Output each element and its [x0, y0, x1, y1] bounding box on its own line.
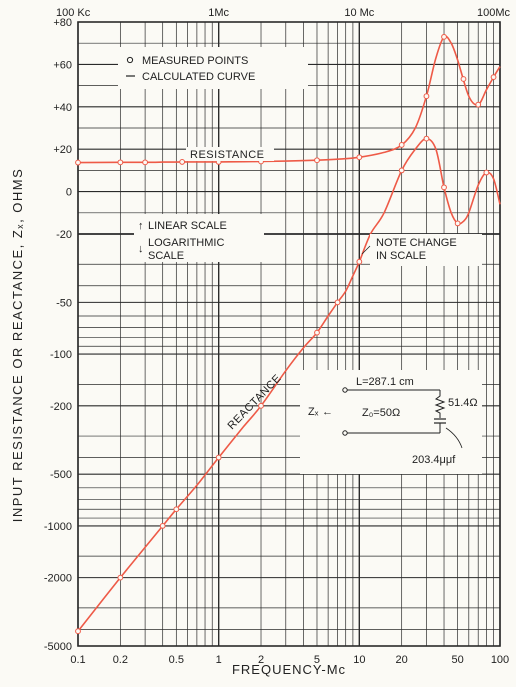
y-tick-label: -1000 — [44, 521, 72, 533]
legend-calculated-label: CALCULATED CURVE — [142, 71, 255, 83]
circuit-arrow-icon: ← — [322, 406, 333, 418]
resistance-point — [460, 76, 467, 82]
y-tick-label: -500 — [50, 469, 72, 481]
x-tick-label: 0.2 — [113, 654, 128, 666]
x-tick-label: 100 — [491, 654, 509, 666]
x-top-tick-label: 1Mc — [208, 7, 229, 19]
y-axis: +80 +60 +40 +20 0 -20 -50 -100 -200 -500 -1000 -200… — [44, 17, 72, 653]
circuit-zx-label: Zₓ — [308, 406, 319, 418]
circuit-capacitor-label: 203.4μμf — [412, 454, 456, 466]
y-tick-label: -200 — [50, 401, 72, 413]
y-tick-label: 0 — [66, 187, 72, 199]
x-top-tick-label: 100Mc — [477, 7, 511, 19]
inset-circuit: L=287.1 cm Zₓ ← Z₀=50Ω 51.4Ω 203.4μμf — [300, 370, 482, 474]
reactance-point — [314, 329, 320, 336]
note-label-1: NOTE CHANGE — [376, 237, 457, 249]
reactance-point — [423, 135, 430, 142]
resistance-point — [398, 142, 405, 148]
reactance-label: REACTANCE — [226, 372, 284, 432]
resistance-point — [117, 159, 124, 166]
resistance-point — [142, 159, 149, 166]
reactance-point — [75, 628, 81, 635]
x-tick-label: 10 — [353, 654, 365, 666]
reactance-point — [398, 167, 405, 174]
reactance-point — [334, 299, 341, 306]
circuit-z0-label: Z₀=50Ω — [362, 407, 400, 419]
y-tick-label: -50 — [56, 297, 72, 309]
x-tick-label: 0.1 — [70, 654, 85, 666]
reactance-point — [441, 184, 447, 191]
y-tick-label: -100 — [50, 349, 72, 361]
reactance-point — [117, 574, 124, 581]
resistor-icon — [434, 390, 446, 418]
resistance-point — [441, 33, 447, 40]
resistance-label: RESISTANCE — [190, 149, 264, 161]
up-arrow-icon: ↑ — [138, 220, 144, 232]
x-tick-label: 5 — [314, 654, 320, 666]
scale-note: ↑ LINEAR SCALE ↓ LOGARITHMIC SCALE — [134, 214, 264, 262]
linear-scale-label: LINEAR SCALE — [148, 220, 227, 232]
resistance-point — [423, 93, 430, 100]
reactance-point — [173, 506, 180, 513]
legend: MEASURED POINTS CALCULATED CURVE — [118, 47, 308, 89]
reactance-point — [159, 523, 166, 529]
y-tick-label: -5000 — [44, 641, 72, 653]
legend-measured-label: MEASURED POINTS — [142, 55, 248, 67]
y-tick-label: +20 — [53, 144, 72, 156]
resistance-point — [356, 154, 363, 161]
curves — [77, 35, 501, 632]
x-tick-label: 2 — [258, 654, 264, 666]
resistance-point — [475, 101, 482, 108]
y-axis-title: INPUT RESISTANCE OR REACTANCE, Zₓ, OHMS — [10, 168, 25, 523]
x-tick-label: 0.5 — [169, 654, 184, 666]
x-top-tick-label: 10 Mc — [344, 7, 374, 19]
x-axis-title: FREQUENCY-Mc — [232, 662, 346, 677]
x-axis: 0.1 0.2 0.5 1 2 5 10 20 50 100 100 Kc 1Mc 10 Mc 100Mc — [56, 7, 510, 666]
resistance-point — [179, 159, 186, 165]
x-tick-label: 50 — [452, 654, 464, 666]
y-tick-label: -20 — [56, 229, 72, 241]
down-arrow-icon: ↓ — [138, 243, 144, 255]
resistance-point — [314, 157, 320, 164]
y-tick-label: +40 — [53, 102, 72, 114]
log-scale-label-2: SCALE — [148, 250, 184, 262]
y-tick-label: +80 — [53, 17, 72, 29]
note-annotation: NOTE CHANGE IN SCALE — [361, 234, 482, 266]
reactance-point — [356, 258, 363, 265]
x-tick-label: 20 — [396, 654, 408, 666]
circuit-length-label: L=287.1 cm — [356, 376, 414, 388]
resistance-point — [75, 159, 81, 166]
reactance-point — [454, 220, 461, 227]
reactance-point — [258, 402, 264, 409]
grid — [77, 21, 501, 647]
note-arrow — [361, 245, 371, 255]
reactance-point — [483, 169, 490, 176]
note-label-2: IN SCALE — [376, 250, 426, 262]
legend-marker-measured — [126, 56, 134, 64]
reactance-point — [215, 454, 222, 461]
circuit-capacitor-pointer — [445, 427, 463, 449]
y-tick-label: -2000 — [44, 573, 72, 585]
y-tick-label: +60 — [53, 59, 72, 71]
log-scale-label-1: LOGARITHMIC — [148, 237, 224, 249]
resistance-point — [490, 74, 497, 81]
circuit-resistor-label: 51.4Ω — [448, 397, 478, 409]
x-top-tick-label: 100 Kc — [56, 7, 91, 19]
x-tick-label: 1 — [216, 654, 222, 666]
